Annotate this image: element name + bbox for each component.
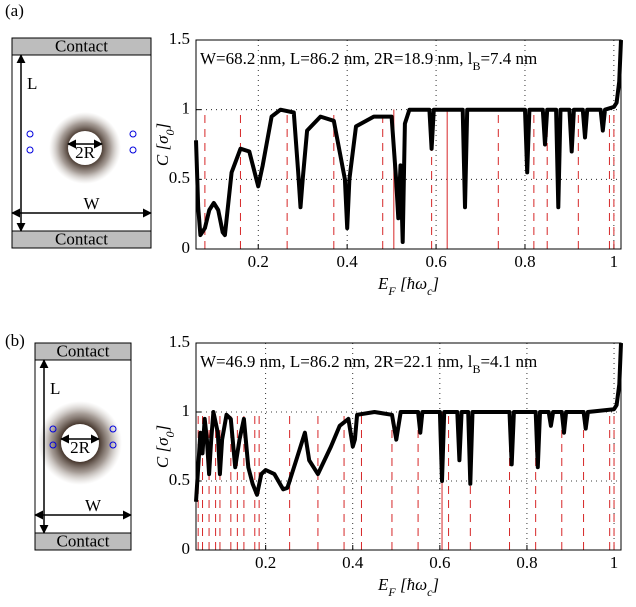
probe (26, 146, 34, 154)
x-axis-label: EF [ħωc] (377, 274, 439, 298)
text-part: W=46.9 nm, L=86.2 nm, 2R=22.1 nm, l (200, 352, 473, 371)
text-part: B (472, 59, 480, 73)
x-tick-label: 0.2 (255, 553, 276, 572)
text-part: ] (431, 575, 439, 594)
y-tick-label: 0 (182, 539, 191, 558)
text-part: 0 (163, 130, 177, 136)
text-part: c (427, 585, 433, 599)
panel-label: (b) (5, 331, 25, 350)
text-part: ] (431, 274, 439, 293)
x-tick-label: 0.4 (337, 252, 359, 271)
x-tick-label: 0.4 (342, 553, 364, 572)
text-part: C (153, 154, 172, 166)
length-label: L (50, 379, 60, 398)
y-tick-label: 1 (182, 401, 191, 420)
x-tick-label: 0.6 (425, 252, 446, 271)
text-part: ] (153, 123, 172, 131)
text-part: [σ (153, 437, 172, 457)
plot-frame (195, 342, 622, 551)
text-part: =7.4 nm (480, 49, 537, 68)
y-tick-label: 1 (182, 99, 191, 118)
text-part: E (377, 274, 389, 293)
probe (129, 130, 137, 138)
contact-label: Contact (55, 229, 108, 248)
x-tick-label: 0.8 (514, 252, 535, 271)
probe (49, 441, 57, 449)
text-part: E (377, 575, 389, 594)
diameter-label: 2R (75, 143, 96, 162)
text-part: W=68.2 nm, L=86.2 nm, 2R=18.9 nm, l (200, 49, 473, 68)
device (11, 54, 152, 232)
conductance-line (194, 39, 623, 244)
y-tick-label: 1.5 (169, 29, 190, 48)
length-label: L (27, 74, 37, 93)
contact-label: Contact (55, 36, 108, 55)
annotation: W=68.2 nm, L=86.2 nm, 2R=18.9 nm, lB=7.4… (200, 49, 537, 73)
probe (129, 146, 137, 154)
probe (26, 130, 34, 138)
y-axis-label: C [σ0] (153, 123, 177, 166)
x-axis-label: EF [ħωc] (377, 575, 439, 599)
text-part: F (387, 284, 396, 298)
text-part: [ħω (396, 274, 427, 293)
text-part: [ħω (396, 575, 427, 594)
y-tick-label: 0.5 (169, 168, 190, 187)
probe (109, 441, 117, 449)
text-part: C (153, 456, 172, 468)
width-label: W (83, 194, 100, 213)
diameter-label: 2R (70, 438, 91, 457)
text-part: B (472, 362, 480, 376)
y-tick-label: 0 (182, 238, 191, 257)
x-tick-label: 0.8 (516, 553, 537, 572)
y-tick-label: 1.5 (169, 332, 190, 351)
text-part: [σ (153, 135, 172, 155)
x-tick-label: 0.6 (429, 553, 450, 572)
text-part: =4.1 nm (480, 352, 537, 371)
annotation: W=46.9 nm, L=86.2 nm, 2R=22.1 nm, lB=4.1… (200, 352, 537, 376)
contact-label: Contact (57, 531, 110, 550)
text-part: c (427, 284, 433, 298)
y-axis-label: C [σ0] (153, 425, 177, 468)
conductance-line (194, 342, 623, 502)
text-part: 0 (163, 432, 177, 438)
text-part: ] (153, 425, 172, 433)
panel-label: (a) (5, 1, 24, 20)
x-tick-label: 1 (610, 252, 619, 271)
y-tick-label: 0.5 (169, 470, 190, 489)
x-tick-label: 1 (610, 553, 619, 572)
contact-label: Contact (57, 341, 110, 360)
width-label: W (85, 496, 102, 515)
x-tick-label: 0.2 (248, 252, 269, 271)
plot-frame (195, 39, 622, 250)
text-part: F (387, 585, 396, 599)
probe (49, 425, 57, 433)
probe (109, 425, 117, 433)
